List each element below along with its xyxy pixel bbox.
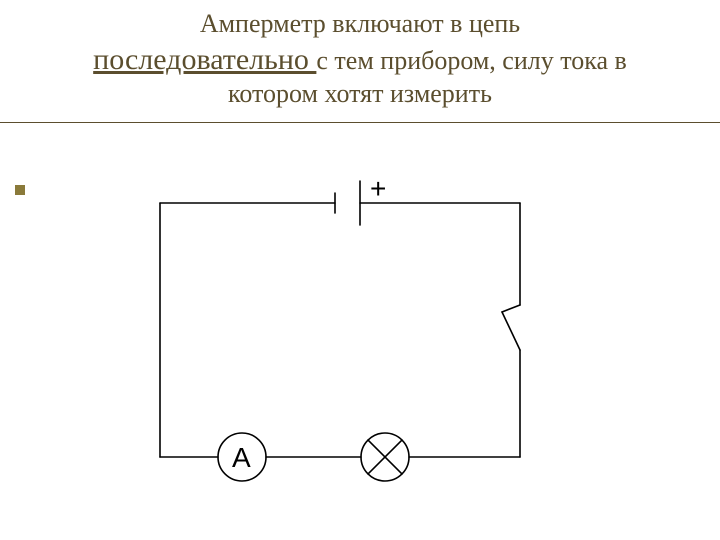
page: Амперметр включают в цепь последовательн… — [0, 0, 720, 540]
slide-bullet — [15, 185, 25, 195]
title-block: Амперметр включают в цепь последовательн… — [0, 8, 720, 111]
circuit-svg — [140, 175, 560, 505]
title-emphasis: последовательно — [93, 43, 316, 76]
circuit-diagram: + А — [140, 175, 560, 505]
ammeter-label: А — [232, 442, 251, 474]
title-line3: котором хотят измерить — [228, 79, 492, 108]
title-line2: с тем прибором, силу тока в — [316, 46, 626, 75]
plus-label: + — [370, 173, 386, 205]
title-line1: Амперметр включают в цепь — [200, 9, 520, 38]
title-underline — [0, 122, 720, 123]
